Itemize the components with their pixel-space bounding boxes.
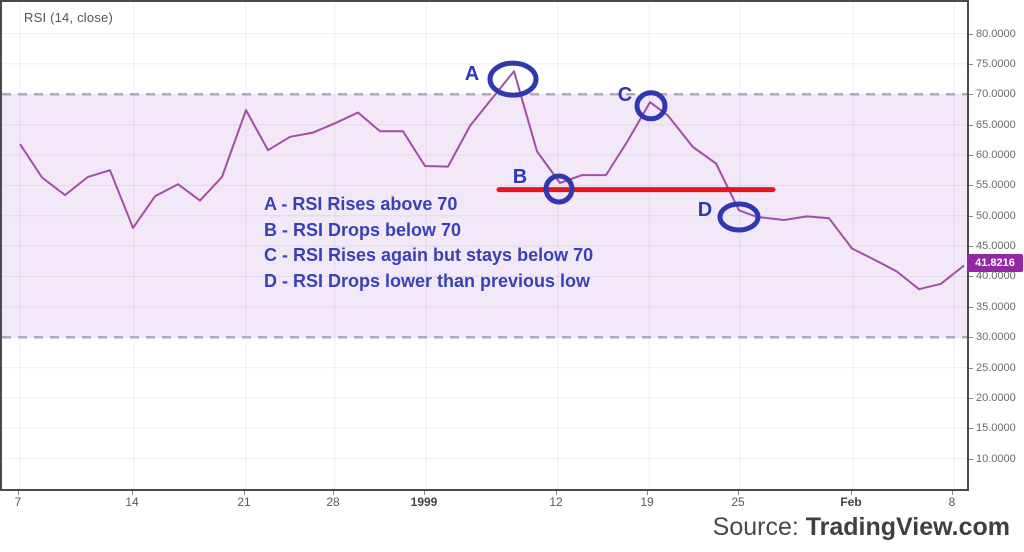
y-tick-mark (969, 276, 973, 277)
marker-letter-d: D (698, 199, 712, 221)
y-tick-mark (969, 307, 973, 308)
y-tick-text: 40.0000 (976, 270, 1016, 282)
y-tick-mark (969, 34, 973, 35)
legend-line-b: B - RSI Drops below 70 (264, 219, 462, 240)
marker-letter-b: B (513, 166, 527, 188)
legend-line-c: C - RSI Rises again but stays below 70 (264, 245, 594, 265)
y-tick-mark (969, 398, 973, 399)
legend-line-a: A - RSI Rises above 70 (264, 194, 458, 214)
y-tick-text: 15.0000 (976, 422, 1016, 434)
x-tick-label: 8 (927, 491, 977, 509)
y-tick-text: 10.0000 (976, 453, 1016, 465)
legend-line-d: D - RSI Drops lower than previous low (264, 270, 591, 291)
y-tick-text: 35.0000 (976, 301, 1016, 313)
x-tick-label: 21 (219, 491, 269, 509)
y-axis[interactable]: 41.8216 80.0000 75.0000 70.0000 65.0000 60.0… (967, 0, 1024, 491)
source-attribution: Source: TradingView.com (713, 513, 1010, 542)
x-tick-label: 12 (531, 491, 581, 509)
indicator-label[interactable]: RSI (14, close) (24, 10, 113, 25)
plot-area[interactable]: A B C D RSI (14, close) A - RSI Rises above… (0, 0, 969, 491)
y-tick-mark (969, 155, 973, 156)
y-tick-mark (969, 428, 973, 429)
x-tick-label: 1999 (399, 491, 449, 509)
x-tick-label: 19 (622, 491, 672, 509)
y-tick-text: 60.0000 (976, 149, 1016, 161)
y-tick-mark (969, 246, 973, 247)
y-tick-text: 30.0000 (976, 331, 1016, 343)
x-tick-label: Feb (826, 491, 876, 509)
source-name: TradingView.com (805, 513, 1010, 541)
y-tick-mark (969, 337, 973, 338)
y-tick-text: 65.0000 (976, 119, 1016, 131)
marker-circle-b[interactable] (543, 173, 575, 205)
y-tick-text: 70.0000 (976, 88, 1016, 100)
y-tick-mark (969, 64, 973, 65)
y-tick-mark (969, 216, 973, 217)
x-tick-label: 14 (107, 491, 157, 509)
y-tick-text: 75.0000 (976, 58, 1016, 70)
y-tick-mark (969, 94, 973, 95)
y-tick-mark (969, 185, 973, 186)
y-tick-mark (969, 459, 973, 460)
x-tick-label: 25 (713, 491, 763, 509)
y-tick-mark (969, 125, 973, 126)
annotation-legend: A - RSI Rises above 70 B - RSI Drops bel… (264, 192, 593, 294)
x-axis[interactable]: 7 14 21 28 1999 12 19 25 Feb 8 (0, 491, 969, 513)
marker-circle-d[interactable] (717, 201, 761, 233)
marker-letter-a: A (465, 63, 479, 85)
marker-circle-a[interactable] (487, 60, 539, 98)
marker-letter-c: C (618, 84, 632, 106)
plot-svg[interactable]: A B C D (2, 2, 967, 489)
y-tick-text: 80.0000 (976, 28, 1016, 40)
source-prefix: Source: (712, 513, 806, 541)
y-tick-text: 50.0000 (976, 210, 1016, 222)
rsi-line[interactable] (19, 70, 965, 291)
x-tick-label: 7 (0, 491, 43, 509)
marker-circle-c[interactable] (634, 90, 668, 122)
last-price-badge: 41.8216 (967, 254, 1023, 272)
y-tick-text: 25.0000 (976, 362, 1016, 374)
y-tick-text: 20.0000 (976, 392, 1016, 404)
y-tick-mark (969, 368, 973, 369)
x-tick-label: 28 (308, 491, 358, 509)
chart-panel: A B C D RSI (14, close) A - RSI Rises above… (0, 0, 1024, 513)
y-tick-text: 45.0000 (976, 240, 1016, 252)
y-tick-text: 55.0000 (976, 179, 1016, 191)
